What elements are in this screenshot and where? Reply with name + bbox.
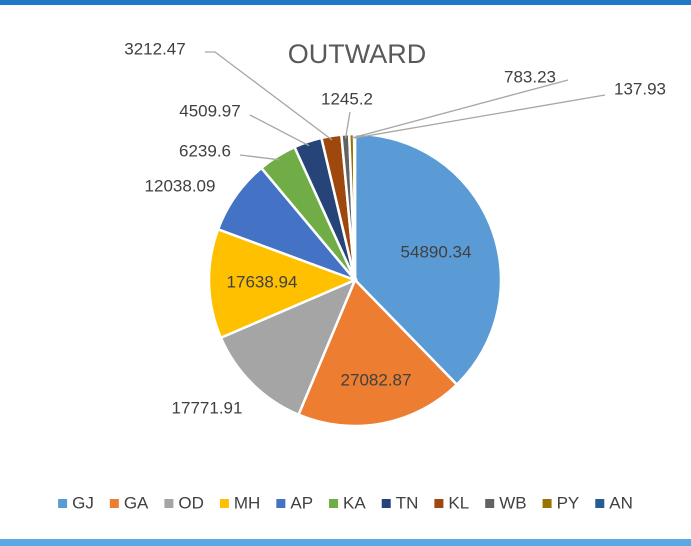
legend-swatch: [329, 499, 339, 508]
legend-label: GJ: [72, 493, 94, 512]
data-label: 54890.34: [401, 242, 472, 261]
data-label: 6239.6: [179, 141, 231, 160]
legend-item: KA: [329, 493, 366, 512]
legend-label: KL: [448, 493, 469, 512]
legend-swatch: [595, 499, 605, 508]
data-label: 27082.87: [341, 370, 412, 389]
data-label: 17771.91: [172, 398, 243, 417]
pie-slice: [353, 132, 503, 387]
legend-label: WB: [499, 493, 526, 512]
legend-label: PY: [557, 493, 580, 512]
legend-item: WB: [485, 493, 527, 512]
pie-slice: [219, 277, 358, 417]
legend-swatch: [219, 499, 229, 508]
legend-item: AP: [276, 493, 313, 512]
data-labels: 54890.34 27082.87 17771.91 17638.94 12038.09…: [124, 39, 666, 417]
legend-item: TN: [381, 493, 419, 512]
data-label: 783.23: [504, 67, 556, 86]
legend-swatch: [164, 499, 174, 508]
legend-label: KA: [343, 493, 366, 512]
data-label: 12038.09: [145, 176, 216, 195]
legend-item: PY: [542, 493, 580, 512]
pie: [207, 132, 503, 428]
leader-line: [351, 79, 569, 139]
legend-swatch: [58, 499, 68, 508]
legend-label: AP: [290, 493, 313, 512]
legend-swatch: [542, 499, 552, 508]
legend-swatch: [381, 499, 391, 508]
legend: GJ GA OD MH AP KA TN KL WB PY AN: [58, 493, 633, 512]
legend-item: AN: [595, 493, 633, 512]
leader-line: [205, 51, 333, 141]
leader-line: [354, 94, 606, 139]
chart-title: OUTWARD: [288, 39, 426, 69]
leader-line: [249, 114, 310, 147]
legend-label: MH: [234, 493, 260, 512]
legend-label: GA: [124, 493, 149, 512]
bottom-border: [0, 539, 691, 546]
pie-slice: [207, 227, 359, 340]
legend-item: MH: [219, 493, 260, 512]
legend-item: GA: [109, 493, 149, 512]
data-label: 3212.47: [124, 39, 185, 58]
pie-slice: [296, 277, 459, 428]
legend-swatch: [276, 499, 286, 508]
legend-swatch: [434, 499, 444, 508]
leader-line: [344, 111, 351, 139]
leader-line: [239, 154, 280, 161]
pie-slice: [352, 132, 357, 281]
data-label: 4509.97: [179, 101, 240, 120]
legend-item: OD: [164, 493, 204, 512]
legend-label: OD: [178, 493, 204, 512]
top-border: [0, 0, 691, 5]
legend-label: TN: [396, 493, 419, 512]
legend-swatch: [109, 499, 119, 508]
legend-item: KL: [434, 493, 469, 512]
legend-swatch: [485, 499, 495, 508]
data-label: 1245.2: [321, 89, 373, 108]
legend-label: AN: [609, 493, 633, 512]
legend-item: GJ: [58, 493, 94, 512]
data-label: 17638.94: [227, 272, 298, 291]
data-label: 137.93: [614, 79, 666, 98]
